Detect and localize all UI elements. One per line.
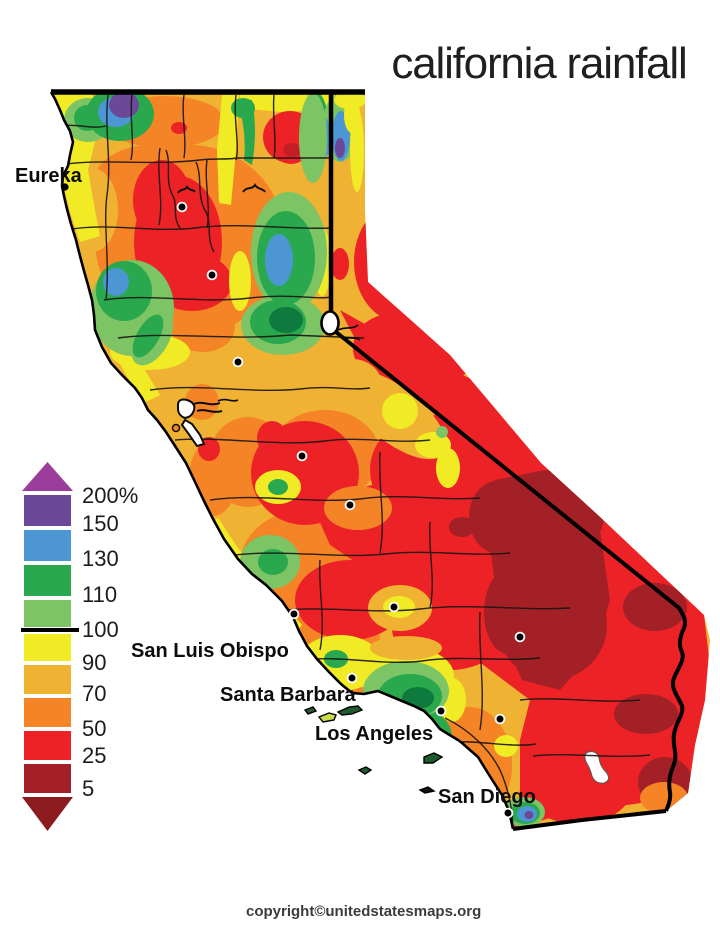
- svg-text:copyright©unitedstatesmaps.org: copyright©unitedstatesmaps.org: [246, 903, 481, 920]
- svg-text:5: 5: [82, 776, 94, 801]
- svg-text:San Diego: San Diego: [438, 786, 536, 808]
- svg-text:San Luis Obispo: San Luis Obispo: [131, 640, 289, 662]
- svg-text:150: 150: [82, 511, 119, 536]
- svg-text:100: 100: [82, 617, 119, 642]
- svg-text:50: 50: [82, 716, 106, 741]
- svg-text:california rainfall: california rainfall: [391, 39, 686, 88]
- svg-text:90: 90: [82, 650, 106, 675]
- svg-text:130: 130: [82, 546, 119, 571]
- svg-text:Los Angeles: Los Angeles: [315, 723, 433, 745]
- svg-text:25: 25: [82, 743, 106, 768]
- svg-text:200%: 200%: [82, 483, 138, 508]
- svg-text:110: 110: [82, 582, 117, 607]
- svg-text:70: 70: [82, 681, 106, 706]
- svg-text:Santa Barbara: Santa Barbara: [220, 684, 356, 706]
- svg-text:Eureka: Eureka: [15, 165, 83, 187]
